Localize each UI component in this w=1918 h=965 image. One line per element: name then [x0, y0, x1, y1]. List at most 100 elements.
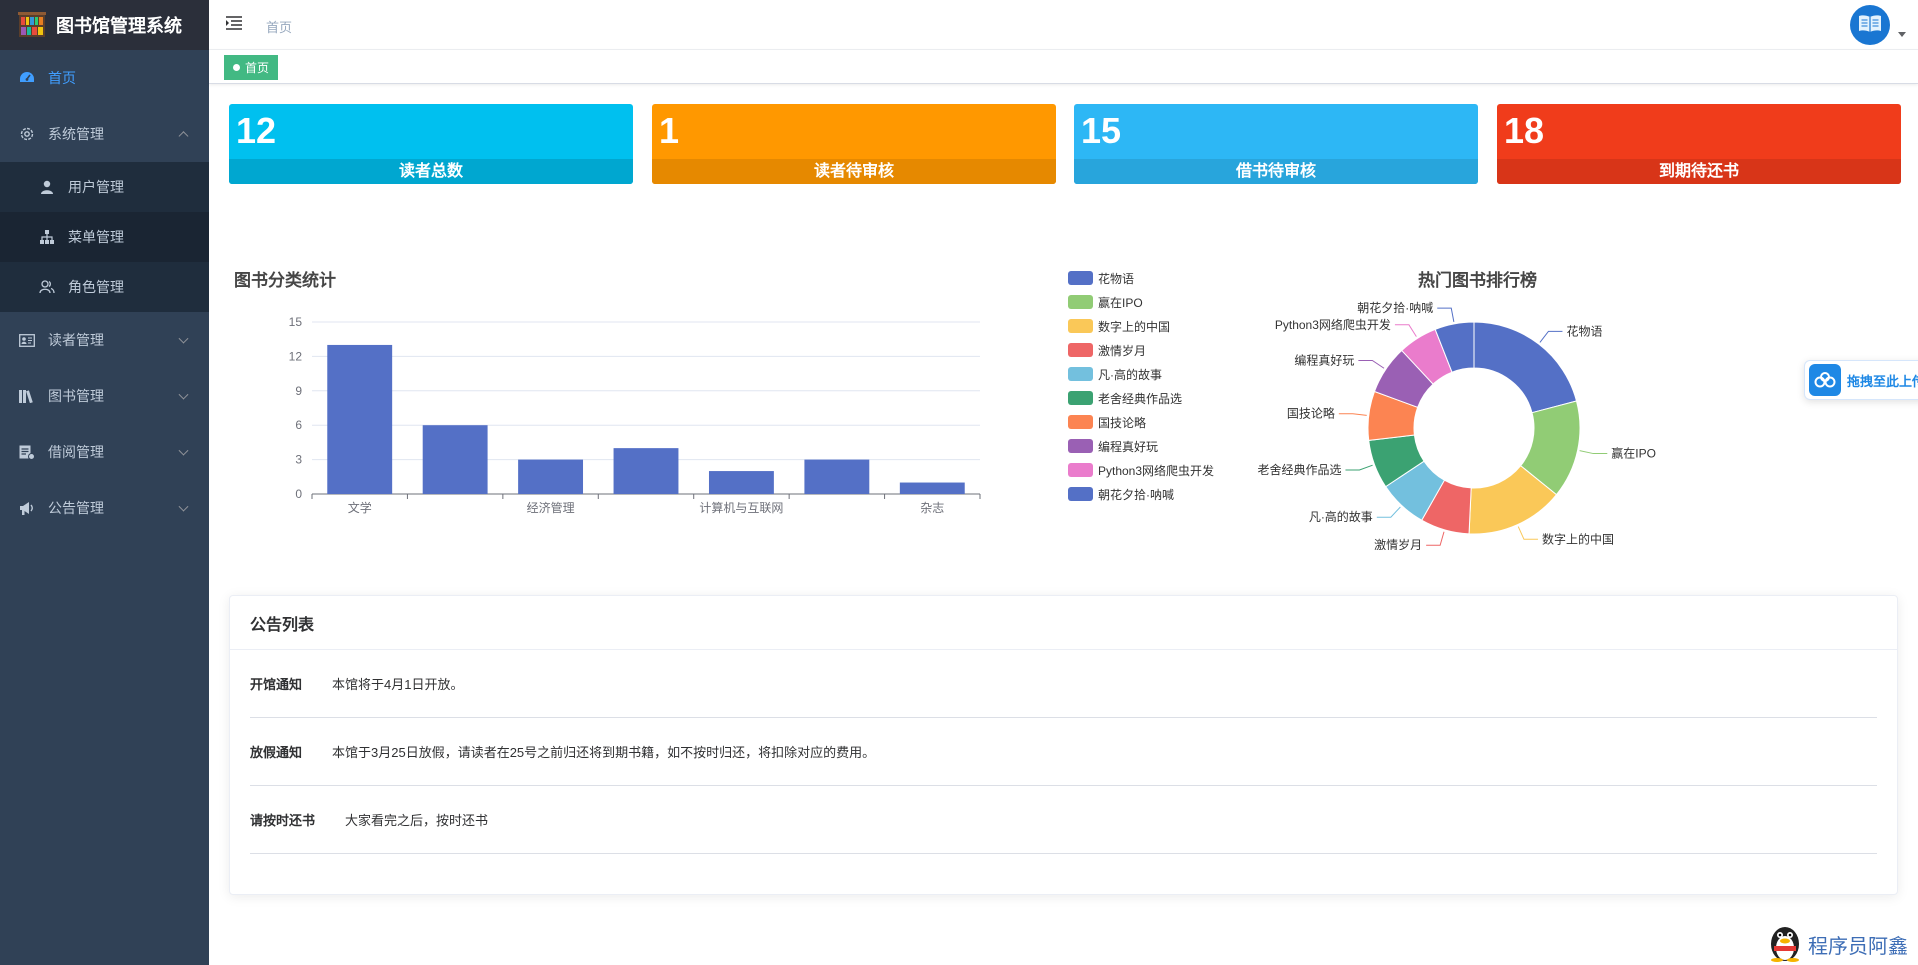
legend-item[interactable]: 朝花夕拾·呐喊	[1068, 482, 1214, 506]
notice-title: 请按时还书	[250, 813, 316, 828]
pie-label: 老舍经典作品选	[1257, 462, 1341, 477]
pie-label: 朝花夕拾·呐喊	[1357, 300, 1433, 315]
tree-icon	[38, 228, 56, 246]
legend-item[interactable]: 老舍经典作品选	[1068, 386, 1214, 410]
bar	[422, 425, 488, 494]
reader-card-icon	[18, 331, 36, 349]
sidebar-item-label: 首页	[48, 70, 76, 86]
bar-chart-title: 图书分类统计	[234, 271, 336, 290]
stat-value: 12	[236, 110, 277, 151]
sidebar: 图书馆管理系统 首页 系统管理 用户管理 菜单管理	[0, 0, 209, 965]
pie-label: 数字上的中国	[1542, 531, 1614, 546]
tag-home[interactable]: 首页	[224, 55, 279, 80]
pie-legend: 花物语 赢在IPO 数字上的中国激情岁月 凡·高的故事老舍经典作品选国技论略编程真好玩…	[1068, 266, 1214, 506]
hamburger-icon[interactable]	[226, 16, 242, 30]
sidebar-item-notices[interactable]: 公告管理	[0, 480, 209, 536]
watermark: 程序员阿鑫	[1766, 922, 1908, 965]
sidebar-item-label: 公告管理	[48, 500, 104, 516]
sidebar-item-home[interactable]: 首页	[0, 50, 209, 106]
cloud-upload-icon	[1809, 364, 1841, 396]
pie-label-line	[1517, 526, 1538, 540]
legend-swatch	[1068, 343, 1093, 357]
bar-chart: 0 3 6 9 12 15 文学 经济管理 计算机与互联网 杂志	[289, 315, 981, 515]
pie-chart-title: 热门图书排行榜	[1418, 271, 1537, 290]
caret-down-icon[interactable]	[1898, 32, 1906, 37]
y-tick-label: 9	[295, 384, 302, 398]
stat-label: 到期待还书	[1497, 159, 1901, 184]
stat-card-reader-review[interactable]: 1 读者待审核	[652, 104, 1056, 184]
chevron-down-icon	[178, 333, 189, 344]
y-tick-label: 6	[295, 418, 302, 432]
legend-swatch	[1068, 487, 1093, 501]
sidebar-item-label: 借阅管理	[48, 444, 104, 460]
sidebar-item-readers[interactable]: 读者管理	[0, 312, 209, 368]
legend-item[interactable]: 国技论略	[1068, 410, 1214, 434]
user-icon	[38, 178, 56, 196]
sidebar-item-menus[interactable]: 菜单管理	[0, 212, 209, 262]
penguin-icon	[1766, 922, 1804, 965]
y-tick-label: 12	[289, 349, 303, 363]
tags-view: 首页	[209, 50, 1918, 84]
y-tick-label: 15	[289, 315, 303, 329]
legend-label: Python3网络爬虫开发	[1098, 463, 1215, 478]
submenu-system: 用户管理 菜单管理 角色管理	[0, 162, 209, 312]
legend-item[interactable]: 赢在IPO	[1068, 290, 1214, 314]
sidebar-item-roles[interactable]: 角色管理	[0, 262, 209, 312]
notice-content: 本馆于3月25日放假，请读者在25号之前归还将到期书籍，如不按时归还，将扣除对应…	[332, 745, 876, 760]
top-navbar: 首页	[209, 0, 1918, 50]
stat-card-borrow-review[interactable]: 15 借书待审核	[1074, 104, 1478, 184]
legend-item[interactable]: 激情岁月	[1068, 338, 1214, 362]
pie-label-line	[1426, 531, 1445, 546]
bar	[899, 482, 965, 494]
pie-label: Python3网络爬虫开发	[1275, 317, 1391, 332]
legend-label: 老舍经典作品选	[1098, 391, 1183, 406]
legend-item[interactable]: 编程真好玩	[1068, 434, 1214, 458]
y-tick-label: 0	[295, 487, 302, 501]
legend-swatch	[1068, 415, 1093, 429]
library-logo-icon	[18, 12, 46, 38]
books-icon	[18, 387, 36, 405]
pie-label-line	[1358, 360, 1385, 369]
notice-row[interactable]: 开馆通知 本馆将于4月1日开放。	[250, 650, 1877, 718]
legend-label: 编程真好玩	[1098, 439, 1159, 454]
sidebar-item-label: 系统管理	[48, 126, 104, 142]
legend-item[interactable]: 花物语	[1068, 266, 1214, 290]
sidebar-item-borrow[interactable]: 借阅管理	[0, 424, 209, 480]
legend-swatch	[1068, 439, 1093, 453]
notice-row[interactable]: 请按时还书 大家看完之后，按时还书	[250, 786, 1877, 854]
stat-card-readers[interactable]: 12 读者总数	[229, 104, 633, 184]
legend-swatch	[1068, 271, 1093, 285]
stat-card-due-return[interactable]: 18 到期待还书	[1497, 104, 1901, 184]
megaphone-icon	[18, 499, 36, 517]
pie-label-line	[1579, 450, 1608, 455]
sidebar-item-system[interactable]: 系统管理	[0, 106, 209, 162]
avatar[interactable]	[1850, 5, 1890, 45]
sidebar-item-users[interactable]: 用户管理	[0, 162, 209, 212]
bar	[708, 471, 774, 494]
y-tick-label: 3	[295, 453, 302, 467]
legend-item[interactable]: Python3网络爬虫开发	[1068, 458, 1214, 482]
sidebar-item-books[interactable]: 图书管理	[0, 368, 209, 424]
brand[interactable]: 图书馆管理系统	[0, 0, 209, 50]
notice-title: 开馆通知	[250, 677, 303, 692]
chevron-down-icon	[178, 501, 189, 512]
pie-label-line	[1437, 307, 1455, 322]
stat-value: 1	[659, 110, 680, 151]
bar	[327, 344, 393, 494]
notice-content: 本馆将于4月1日开放。	[332, 677, 464, 692]
sidebar-item-label: 菜单管理	[68, 229, 124, 245]
dashboard-icon	[18, 69, 36, 87]
notice-row[interactable]: 放假通知 本馆于3月25日放假，请读者在25号之前归还将到期书籍，如不按时归还，…	[250, 718, 1877, 786]
legend-item[interactable]: 数字上的中国	[1068, 314, 1214, 338]
sidebar-item-label: 用户管理	[68, 179, 124, 195]
legend-swatch	[1068, 295, 1093, 309]
stat-value: 18	[1504, 110, 1545, 151]
breadcrumb[interactable]: 首页	[266, 20, 293, 35]
pie-label-line	[1394, 324, 1417, 337]
legend-label: 朝花夕拾·呐喊	[1098, 487, 1174, 502]
drag-upload-widget[interactable]: 拖拽至此上传	[1804, 360, 1918, 400]
legend-item[interactable]: 凡·高的故事	[1068, 362, 1214, 386]
legend-label: 数字上的中国	[1098, 319, 1171, 334]
legend-swatch	[1068, 463, 1093, 477]
